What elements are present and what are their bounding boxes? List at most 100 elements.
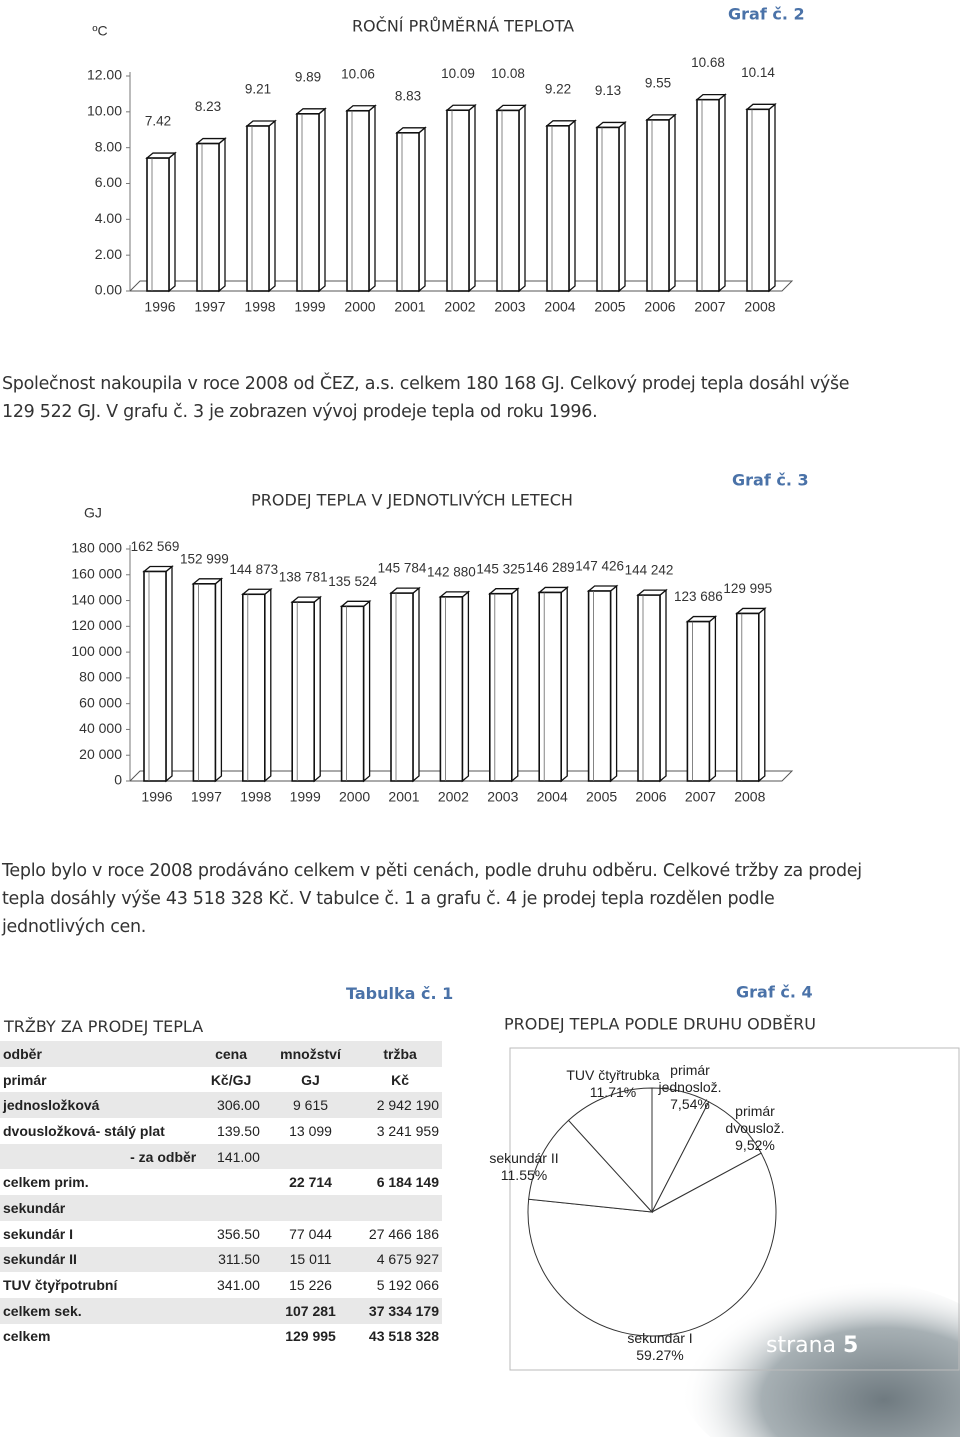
table-cell: 356.50 [217, 1225, 260, 1242]
bar-side [362, 599, 371, 783]
pie-value: 9,52% [735, 1137, 775, 1153]
x-tick-label: 2000 [339, 789, 370, 805]
x-tick-label: 2001 [388, 789, 419, 805]
pie-value: 11.71% [589, 1084, 637, 1100]
x-tick-label: 2003 [494, 299, 525, 315]
value-label: 10.06 [341, 66, 375, 81]
value-label: 9.55 [645, 75, 671, 90]
bar-side [468, 103, 476, 293]
pie-value: 59.27% [636, 1347, 684, 1363]
bar-side [264, 587, 272, 783]
table-body: odběr cena množství tržba primár Kč/GJ GJ Kč jed… [0, 1041, 442, 1349]
table-cell: 15 011 [262, 1246, 359, 1273]
y-tick-label: 12.00 [87, 67, 122, 83]
table-row: sekundár II 311.50 15 011 4 675 927 [0, 1246, 442, 1273]
value-label: 10.68 [691, 55, 725, 70]
bar-side [708, 615, 717, 783]
bar-side [768, 102, 776, 293]
bar [538, 591, 563, 782]
bar [596, 126, 620, 292]
value-label: 10.09 [441, 66, 475, 81]
x-tick-label: 1997 [191, 789, 222, 805]
value-label: 9.21 [245, 82, 271, 97]
table-cell: sekundár [0, 1195, 200, 1221]
pie-category: primár dvouslož. [725, 1103, 785, 1136]
table-cell: množství [262, 1041, 359, 1067]
table-row: TUV čtyřpotrubní 341.00 15 226 5 192 066 [0, 1272, 442, 1298]
table-cell: 139.50 [217, 1122, 260, 1139]
table-cell: 306.00 [199, 1092, 263, 1119]
value-label: 9.22 [545, 81, 571, 96]
table-cell: 37 334 179 [358, 1297, 442, 1324]
pie-category: primár jednoslož. [658, 1062, 722, 1095]
bar [340, 605, 365, 782]
x-tick-label: 2008 [734, 789, 765, 805]
bar-side [268, 119, 276, 293]
table-cell: cena [199, 1041, 263, 1067]
value-label: 123 686 [674, 589, 723, 604]
value-label: 147 426 [575, 559, 624, 574]
bar [296, 113, 320, 292]
x-tick-label: 2007 [694, 299, 725, 315]
x-tick-label: 2005 [594, 299, 625, 315]
bar-side [758, 607, 766, 783]
table-cell: tržba [358, 1041, 442, 1067]
table-row: odběr cena množství tržba [0, 1041, 442, 1067]
table-row: dvousložková- stálý plat 139.50 13 099 3 24… [0, 1118, 442, 1144]
table-row: celkem 129 995 43 518 328 [0, 1324, 442, 1350]
bar-side [368, 104, 376, 293]
table-cell: odběr [0, 1041, 200, 1067]
bar-side [165, 565, 173, 783]
x-tick-label: 2003 [487, 789, 518, 805]
value-label: 142 880 [427, 564, 476, 579]
table-row: jednosložková 306.00 9 615 2 942 190 [0, 1092, 442, 1119]
table-cell: sekundár I [3, 1225, 74, 1242]
table-row: sekundár [0, 1195, 442, 1221]
y-tick-label: 180 000 [71, 540, 122, 556]
table-cell: celkem [3, 1328, 51, 1345]
pie-label: TUV čtyřtrubka 11.71% [563, 1067, 663, 1101]
bar [242, 593, 266, 782]
table-cell: 22 714 [289, 1174, 332, 1191]
table-caption: Tabulka č. 1 [346, 984, 454, 1003]
table-cell: 3 241 959 [376, 1122, 439, 1139]
paragraph: Společnost nakoupila v roce 2008 od ČEZ,… [2, 374, 850, 422]
x-tick-label: 2002 [444, 299, 475, 315]
y-tick-label: 140 000 [71, 591, 122, 607]
table-cell: jednosložková [0, 1092, 200, 1119]
y-tick-label: 160 000 [71, 565, 122, 581]
table-cell [262, 1195, 359, 1221]
y-tick-label: 20 000 [79, 746, 122, 762]
bar [646, 119, 670, 292]
table-row: celkem sek. 107 281 37 334 179 [0, 1297, 442, 1324]
value-label: 135 524 [328, 574, 377, 589]
table-cell [358, 1195, 442, 1221]
pie-label: sekundár I 59.27% [610, 1330, 710, 1364]
pie-label: primár dvouslož. 9,52% [705, 1103, 805, 1154]
value-label: 7.42 [145, 114, 171, 129]
table-cell: 129 995 [285, 1328, 336, 1345]
table-cell: Kč/GJ [210, 1071, 252, 1088]
value-label: 9.13 [595, 83, 621, 98]
x-tick-label: 2000 [344, 299, 375, 315]
x-tick-label: 2002 [438, 789, 469, 805]
table-cell [199, 1324, 263, 1350]
bar [396, 131, 420, 292]
bar [346, 109, 370, 292]
chart-caption: Graf č. 4 [736, 983, 813, 1002]
y-tick-label: 80 000 [79, 669, 122, 685]
table-row: celkem prim. 22 714 6 184 149 [0, 1169, 442, 1195]
page-number-value: 5 [843, 1333, 859, 1358]
chart-title: PRODEJ TEPLA V JEDNOTLIVÝCH LETECH [251, 491, 573, 510]
pie-slice [567, 1087, 653, 1214]
y-tick-label: 100 000 [71, 643, 122, 659]
bar [696, 98, 720, 292]
bar-side [718, 93, 726, 293]
table-cell: celkem sek. [0, 1297, 200, 1324]
chart-caption: Graf č. 2 [728, 5, 805, 24]
bar-side [568, 119, 576, 293]
bar-side [618, 121, 626, 293]
table-row: - za odběr 141.00 [0, 1143, 442, 1170]
page-label: strana [766, 1333, 837, 1358]
value-label: 138 781 [279, 570, 328, 585]
